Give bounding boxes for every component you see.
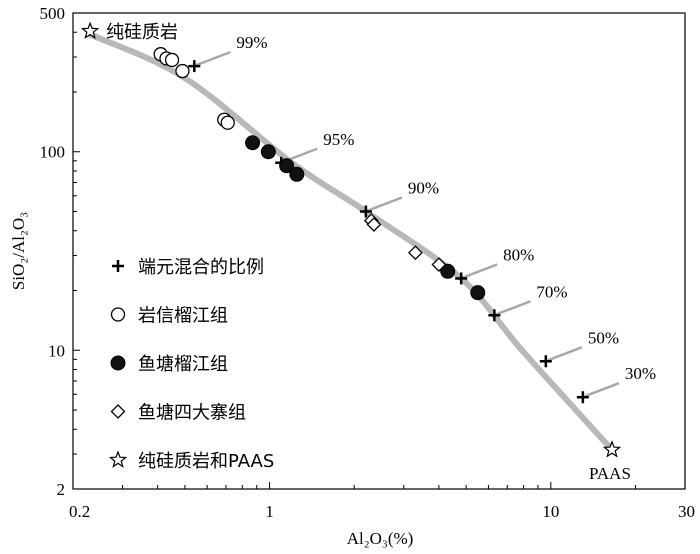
legend-marker-star-open [108,450,128,468]
circle-filled-point-2-5 [470,285,486,301]
endmember-label-paas: PAAS [589,464,631,483]
legend-label-1: 岩信榴江组 [138,306,228,327]
diamond-open-point-3-3 [431,257,447,273]
mixing-label-4: 70% [536,282,567,301]
y-tick-label-100: 100 [40,143,66,162]
x-tick-label-0-2: 0.2 [69,502,90,521]
star-open-point-4-1 [602,440,622,458]
plus-point-0-5 [539,355,552,368]
y-tick-label-10: 10 [48,341,65,360]
circle-open-point-1-2 [164,52,180,68]
data-points [80,21,622,458]
leader-line-3 [462,263,498,279]
legend-label-4: 纯硅质岩和PAAS [138,451,274,472]
diamond-open-point-3-1 [366,217,382,232]
tick-labels: 0.2 1 10 30 2 10 100 500 [40,4,696,521]
legend-marker-plus [112,260,124,272]
mixing-label-0: 99% [236,33,267,52]
circle-open-point-1-5 [220,115,235,130]
legend-marker-diamond-open [110,404,126,419]
plus-point-0-4 [488,309,501,322]
x-axis-label: Al₂O₃(%) [347,529,414,548]
star-open-point-4-0 [80,21,100,39]
leader-line-5 [547,346,583,362]
x-tick-label-1: 1 [265,502,274,521]
endmember-label-chert: 纯硅质岩 [106,22,178,43]
mixing-label-3: 80% [503,245,534,264]
leader-line-0 [195,50,231,67]
circle-open-point-1-3 [175,63,190,79]
circle-filled-point-2-1 [260,144,276,160]
plus-point-0-2 [359,205,372,218]
point-labels: 99% 95% 90% 80%70% 50% 30% 纯硅质岩 PAAS [106,22,656,483]
leader-lines [195,50,620,398]
plus-point-0-6 [576,391,589,404]
x-tick-label-10: 10 [542,502,559,521]
circle-filled-point-2-2 [279,158,295,174]
circle-filled-point-2-3 [289,166,305,182]
mixing-label-6: 30% [625,364,656,383]
plus-point-0-3 [455,272,468,285]
mixing-label-5: 50% [588,328,619,347]
circle-filled-point-2-4 [440,263,456,279]
legend-marker-circle-filled [110,355,126,371]
legend-label-0: 端元混合的比例 [138,257,264,278]
x-tick-label-30: 30 [678,502,695,521]
leader-line-4 [495,300,531,316]
mixing-label-1: 95% [323,130,354,149]
plus-point-0-0 [188,60,201,73]
legend-label-2: 鱼塘榴江组 [138,354,228,375]
circle-filled-point-2-0 [245,135,261,151]
legend-marker-circle-open [110,307,126,322]
legend-label-3: 鱼塘四大寨组 [138,403,246,424]
mixing-label-2: 90% [408,179,439,198]
tick-marks [72,12,686,490]
mixing-curve-layer [87,31,615,453]
mixing-curve [87,31,615,453]
diamond-open-point-3-2 [407,245,423,261]
y-tick-label-500: 500 [40,4,66,23]
y-tick-label-2: 2 [57,480,66,499]
plot-frame [72,12,686,490]
leader-line-2 [367,196,403,212]
y-axis-label: SiO₂/Al₂O₃ [9,212,28,290]
leader-line-6 [584,382,620,398]
